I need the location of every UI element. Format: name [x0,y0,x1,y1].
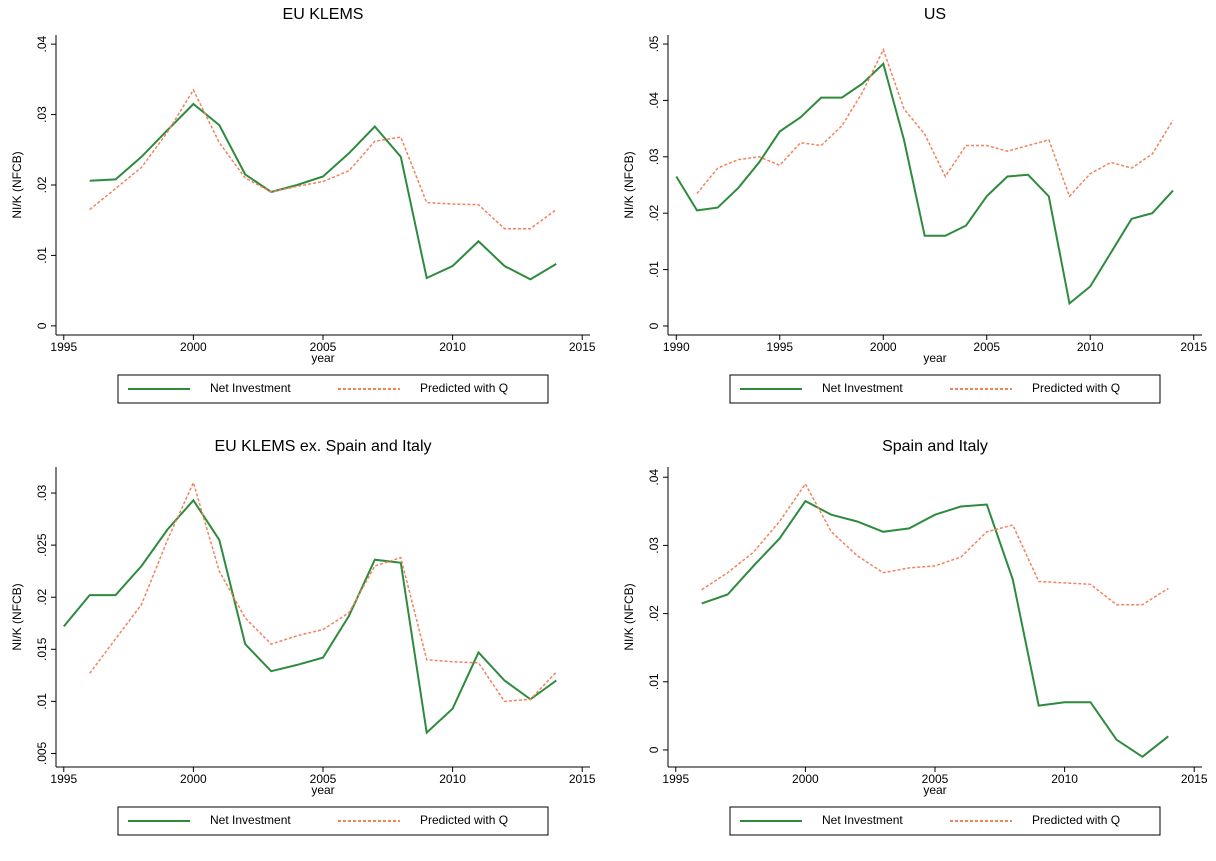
legend-label: Predicted with Q [1032,813,1120,827]
x-tick-label: 2010 [439,772,466,786]
y-tick-label: .01 [35,693,49,710]
x-axis-label: year [923,351,946,365]
legend-label: Net Investment [822,813,903,827]
chart-title: EU KLEMS ex. Spain and Italy [215,438,432,455]
legend-label: Net Investment [822,381,903,395]
y-tick-label: .03 [647,148,661,165]
chart-title: EU KLEMS [283,6,364,23]
series-line [701,499,1169,759]
x-tick-label: 2005 [310,340,337,354]
y-tick-label: .02 [647,605,661,622]
y-tick-label: .025 [35,533,49,557]
panel: EU KLEMS ex. Spain and Italy .005 .01 .015.… [10,438,596,836]
x-tick-label: 1995 [766,340,793,354]
y-tick-label: .01 [647,673,661,690]
legend-box [117,374,549,404]
y-tick-label: .005 [35,741,49,765]
legend-label: Net Investment [210,381,291,395]
legend-label: Predicted with Q [420,381,508,395]
series-line [696,47,1174,198]
x-axis-label: year [311,783,334,797]
y-tick-label: .04 [35,35,49,52]
x-tick-label: 2010 [1051,772,1078,786]
y-tick-label: .04 [647,92,661,109]
y-tick-label: .01 [647,261,661,278]
y-axis-label: NI/K (NFCB) [622,583,636,650]
panel: EU KLEMS 0 .01 .02 .03 .04 1995 2000 2005 2010 201… [10,6,596,404]
chart-title: Spain and Italy [882,438,988,455]
x-tick-label: 2015 [569,772,596,786]
y-tick-label: .015 [35,637,49,661]
y-tick-label: 0 [647,322,661,329]
legend-label: Predicted with Q [420,813,508,827]
x-tick-label: 2015 [1181,772,1208,786]
x-tick-label: 2010 [1077,340,1104,354]
y-tick-label: .04 [647,469,661,486]
y-tick-label: .03 [35,106,49,123]
x-tick-label: 2015 [569,340,596,354]
series-line [63,498,557,735]
x-tick-label: 1995 [662,772,689,786]
y-tick-label: .03 [35,484,49,501]
y-tick-label: .01 [35,247,49,264]
x-tick-label: 2005 [310,772,337,786]
y-tick-label: .05 [647,35,661,52]
series-line [89,88,557,230]
series-line [701,482,1169,606]
series-line [675,61,1174,306]
x-tick-label: 2005 [922,772,949,786]
x-tick-label: 2000 [792,772,819,786]
y-tick-label: .02 [647,205,661,222]
y-axis-label: NI/K (NFCB) [10,583,24,650]
y-tick-label: .03 [647,537,661,554]
y-axis-label: NI/K (NFCB) [622,151,636,218]
panel: US 0 .01 .02 .03 .04 .05 1990 1995 2000 2005 2010 20… [622,6,1207,404]
x-axis-label: year [923,783,946,797]
y-tick-label: .02 [35,176,49,193]
panel: Spain and Italy 0 .01 .02 .03 .04 1995 2000 2005… [622,438,1208,836]
x-tick-label: 1995 [50,772,77,786]
x-tick-label: 2000 [870,340,897,354]
x-tick-label: 2000 [180,772,207,786]
y-axis-label: NI/K (NFCB) [10,151,24,218]
chart-title: US [924,6,946,23]
x-tick-label: 2010 [439,340,466,354]
x-tick-label: 2005 [973,340,1000,354]
series-line [89,480,557,703]
series-line [89,102,557,281]
x-axis-label: year [311,351,334,365]
x-tick-label: 2000 [180,340,207,354]
y-tick-label: 0 [647,746,661,753]
x-tick-label: 1990 [663,340,690,354]
y-tick-label: 0 [35,322,49,329]
legend-label: Predicted with Q [1032,381,1120,395]
x-tick-label: 1995 [50,340,77,354]
legend-label: Net Investment [210,813,291,827]
y-tick-label: .02 [35,589,49,606]
x-tick-label: 2015 [1180,340,1207,354]
